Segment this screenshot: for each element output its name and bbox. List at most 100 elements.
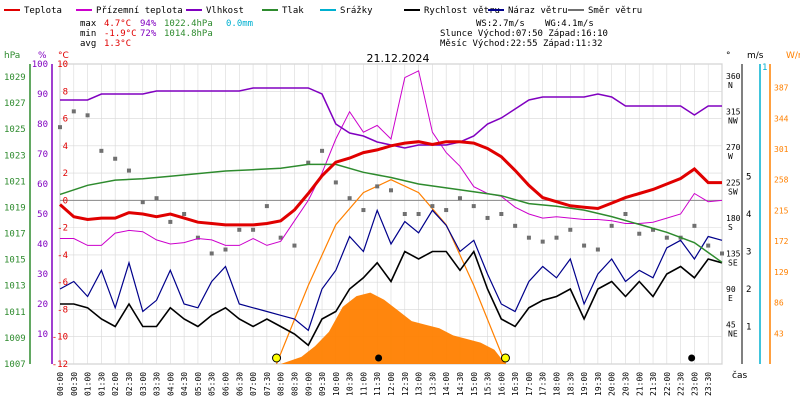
series-dir-point [416,212,421,216]
unit-deg: ° [726,51,731,61]
tick-label-solar: 215 [774,206,789,215]
stat-max-temp: 4.7°C [104,19,131,29]
series-dir-point [637,231,642,236]
series-dir-point [499,212,504,216]
series-dir-point [595,247,600,252]
legend-label: Rychlost větru [424,6,500,16]
series-dir-point [168,219,173,224]
tick-label-time: 00:00 [56,372,65,396]
tick-label-hum: 50 [37,210,48,220]
tick-label-hum: 90 [37,90,48,100]
legend-label: Srážky [340,6,373,16]
tick-label-time: 11:30 [373,372,382,396]
series-dir-point [223,247,228,252]
tick-label-dir-deg: 90 [726,285,736,294]
stat-min-label: min [80,29,96,39]
series-dir-point [292,243,297,248]
series-dir-point [457,196,462,201]
unit-wm2: W/m² [786,51,800,61]
stat-min-hum: 72% [140,29,157,39]
tick-label-temp: -6 [57,278,68,288]
tick-label-time: 13:00 [415,372,424,396]
series-dir-point [99,148,104,153]
tick-label-press: 1027 [4,99,26,109]
sunrise-marker [272,353,282,363]
tick-label-time: 07:00 [249,372,258,396]
grid [59,63,723,365]
stat-ws: WS:2.7m/s [476,19,525,29]
legend-label: Tlak [282,6,304,16]
tick-label-dir-name: S [728,223,733,232]
tick-label-time: 21:30 [649,372,658,396]
tick-label-temp: -4 [57,251,68,261]
tick-label-solar: 129 [774,268,789,277]
series-dir-point [361,208,366,213]
tick-label-hum: 60 [37,180,48,190]
tick-label-time: 16:30 [511,372,520,396]
tick-label-temp: 8 [63,87,68,97]
series-dir-point [375,184,380,189]
tick-label-temp: 0 [63,196,68,206]
stat-moon: Měsíc Východ:22:55 Západ:11:32 [440,39,603,49]
tick-label-time: 00:30 [70,372,79,396]
series-dir-point [485,215,490,220]
tick-label-time: 03:00 [139,372,148,396]
series-dir-point [623,212,628,216]
stat-max-label: max [80,19,97,29]
tick-label-time: 17:00 [525,372,534,396]
tick-label-press: 1009 [4,334,26,344]
tick-label-wind: 3 [746,248,751,258]
stat-max-press: 1022.4hPa [164,19,213,29]
tick-label-time: 05:30 [208,372,217,396]
series-dir-point [209,251,214,256]
series-dir-point [306,160,311,165]
tick-label-temp: 2 [63,169,68,179]
tick-label-wind: 1 [746,323,751,333]
tick-label-time: 02:30 [125,372,134,396]
tick-label-dir-deg: 225 [726,178,741,187]
series-dir-point [195,235,200,240]
tick-label-dir-name: W [728,152,733,161]
tick-label-time: 10:00 [332,372,341,396]
moonrise-marker [688,354,696,362]
stat-min-press: 1014.8hPa [164,29,213,39]
series-solar-area [280,292,506,364]
series-gust-line [59,208,723,332]
series-dir-point [154,196,159,201]
stats-header: max 4.7°C 94% 1022.4hPa 0.0mm min -1.9°C… [80,19,608,65]
series-dir-point [651,227,656,232]
tick-label-time: 19:00 [580,372,589,396]
tick-label-time: 08:30 [290,372,299,396]
tick-label-time: 18:30 [566,372,575,396]
tick-label-hum: 20 [37,300,48,310]
series-temperature-line [59,140,722,227]
series [58,70,724,365]
tick-label-temp: -8 [57,305,68,315]
tick-label-time: 16:00 [497,372,506,396]
tick-label-dir-name: NW [728,116,738,125]
tick-label-time: 01:30 [97,372,106,396]
series-dir-point [706,243,711,248]
tick-label-time: 04:30 [180,372,189,396]
legend-label: Směr větru [588,6,642,16]
tick-label-time: 23:00 [690,372,699,396]
tick-label-time: 08:00 [277,372,286,396]
stat-wg: WG:4.1m/s [545,19,594,29]
series-dir-point [140,200,145,205]
tick-label-solar: 344 [774,114,789,123]
tick-label-dir-name: E [728,294,733,303]
tick-label-time: 20:30 [621,372,630,396]
series-ground-temp-line [60,70,723,246]
tick-label-temp: 6 [63,115,68,125]
unit-cas: čas [732,370,747,381]
axis-units: hPa % °C ° m/s W/m² čas [4,51,800,381]
tick-label-time: 06:30 [235,372,244,396]
series-wind-line [60,249,723,347]
series-dir-point [389,188,393,193]
series-dir-point [513,223,518,228]
tick-label-time: 17:30 [539,372,548,396]
series-dir-point [554,235,559,240]
stat-avg-temp: 1.3°C [104,39,131,49]
series-dir-point [582,243,587,248]
